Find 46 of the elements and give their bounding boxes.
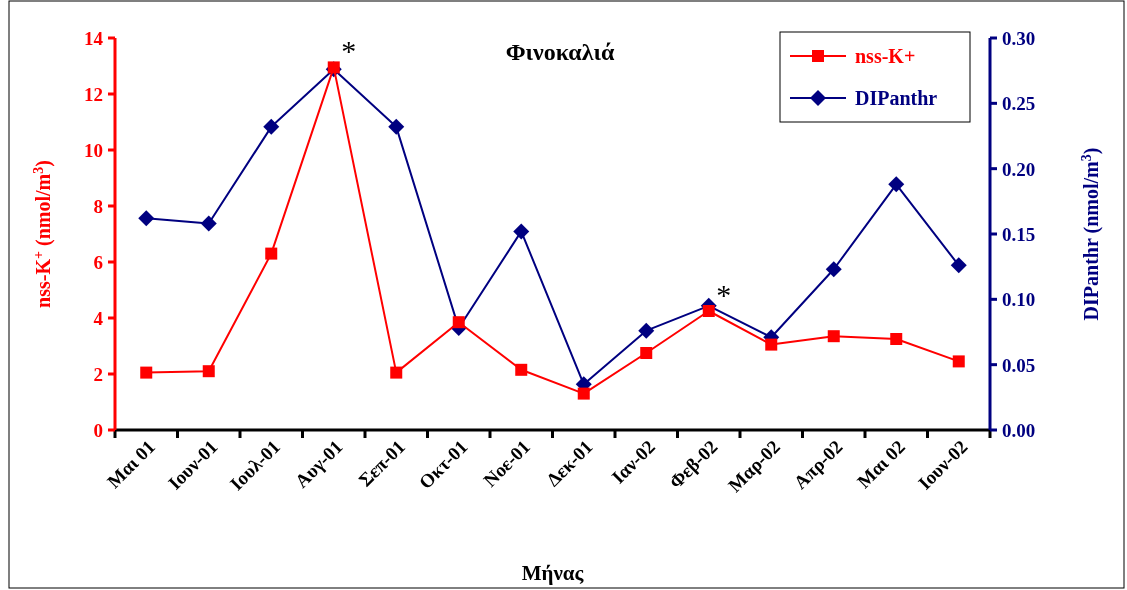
y2-tick-label: 0.25 [1002,93,1036,115]
point [640,347,653,359]
x-tick-label: Μαι 01 [103,435,160,492]
point [702,305,715,317]
point [952,355,965,368]
point [825,261,842,278]
legend-label: DIPanthr [855,87,938,109]
point [888,176,905,193]
point [515,363,528,376]
y2-tick-label: 0.30 [1002,28,1036,49]
point [140,366,153,379]
annotation: * [716,278,732,311]
point [765,338,778,351]
chart-title: Φινοκαλιά [505,39,615,65]
point [200,215,217,232]
y2-tick-label: 0.20 [1002,158,1036,180]
y-tick-label: 12 [84,84,103,105]
point [638,322,655,339]
y-tick-label: 0 [93,420,103,441]
point [452,316,465,329]
point [513,223,530,240]
legend-label: nss-K+ [855,45,916,67]
point [202,365,215,378]
point [950,257,967,274]
y2-tick-label: 0.10 [1002,289,1036,311]
y2-tick-label: 0.00 [1002,420,1036,441]
y-tick-label: 4 [93,308,104,329]
point [390,366,403,379]
annotation: * [341,34,357,68]
x-tick-label: Μαι 02 [853,435,910,492]
point [827,330,840,343]
point [327,61,340,74]
point [890,333,903,345]
x-axis-title: Μήνας [521,561,585,585]
point [577,387,590,400]
y-tick-label: 14 [84,28,104,49]
y-tick-label: 10 [84,140,103,161]
point [263,118,280,135]
point [388,118,405,135]
point [138,210,155,227]
y2-tick-label: 0.15 [1002,224,1036,245]
point [265,247,278,260]
y-tick-label: 6 [93,252,103,273]
y-tick-label: 8 [93,196,103,217]
y-tick-label: 2 [93,364,103,385]
y2-tick-label: 0.05 [1002,354,1036,376]
